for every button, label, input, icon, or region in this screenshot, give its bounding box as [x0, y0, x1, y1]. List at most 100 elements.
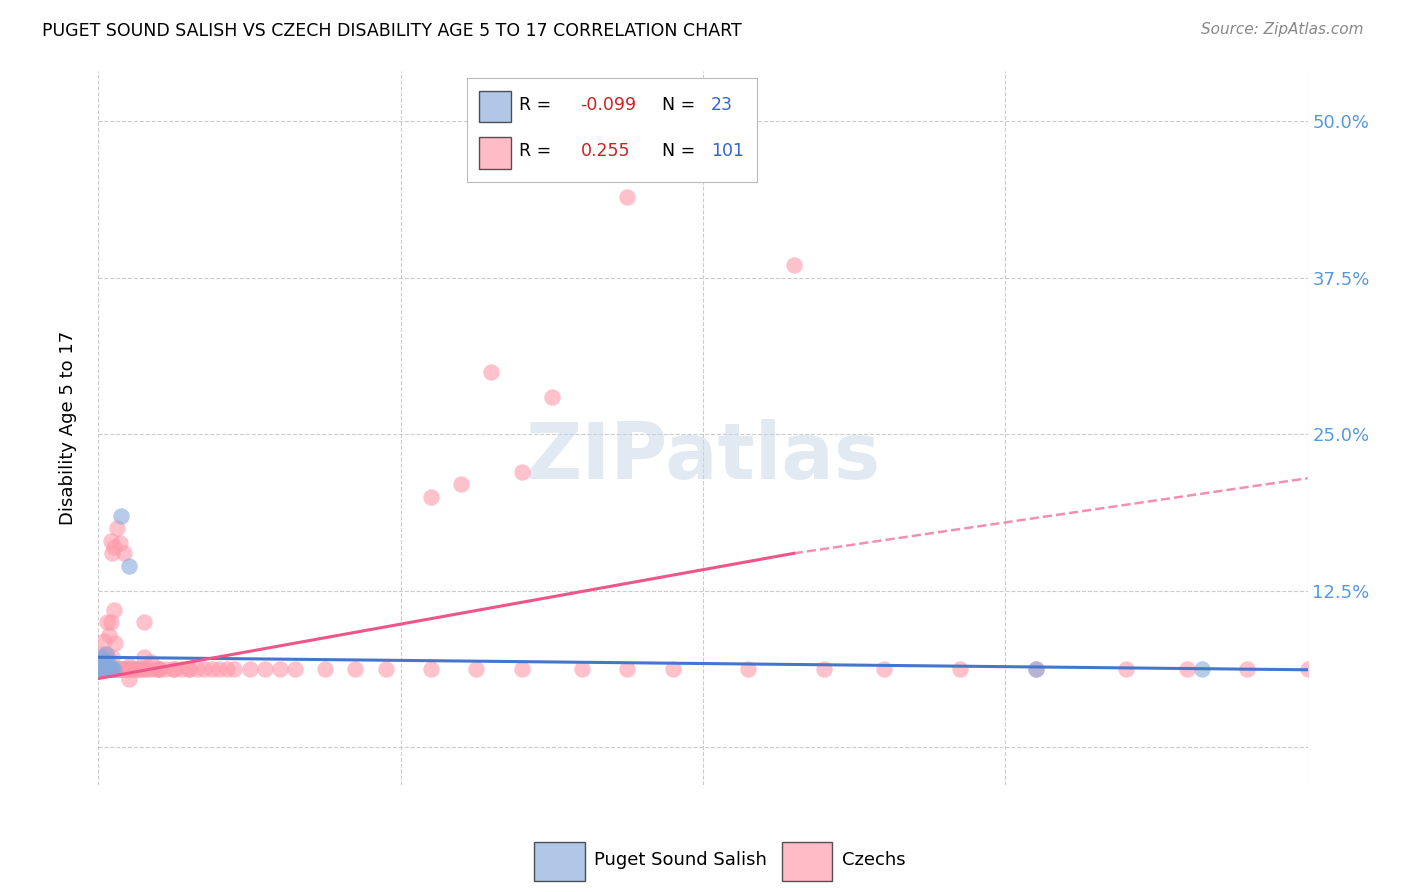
- Text: Source: ZipAtlas.com: Source: ZipAtlas.com: [1201, 22, 1364, 37]
- Point: [89, 661, 111, 675]
- Point: [616, 661, 638, 675]
- Point: [100, 661, 122, 675]
- Point: [1191, 661, 1213, 675]
- Point: [135, 661, 157, 675]
- Point: [132, 615, 155, 630]
- Point: [96, 615, 118, 630]
- Point: [179, 661, 201, 675]
- Point: [111, 661, 134, 675]
- Point: [170, 661, 193, 675]
- Point: [94, 661, 117, 675]
- Point: [96, 650, 118, 665]
- Point: [108, 536, 131, 550]
- Point: [90, 661, 112, 675]
- Point: [148, 661, 170, 675]
- Point: [94, 661, 117, 675]
- Point: [91, 661, 114, 675]
- Point: [510, 465, 533, 479]
- Point: [737, 661, 759, 675]
- Point: [125, 661, 148, 675]
- Point: [107, 661, 129, 675]
- Point: [110, 661, 132, 675]
- Point: [193, 661, 215, 675]
- Point: [100, 661, 122, 675]
- Point: [215, 661, 238, 675]
- Point: [163, 661, 186, 675]
- Point: [1115, 661, 1137, 675]
- Point: [269, 661, 291, 675]
- Point: [105, 661, 128, 675]
- Point: [94, 661, 117, 675]
- Point: [122, 661, 145, 675]
- Point: [125, 661, 148, 675]
- Point: [186, 661, 208, 675]
- Point: [89, 661, 111, 675]
- Point: [89, 655, 111, 669]
- Point: [344, 661, 367, 675]
- Text: Czechs: Czechs: [842, 851, 905, 869]
- Point: [141, 655, 163, 669]
- Point: [1024, 661, 1046, 675]
- Point: [873, 661, 896, 675]
- Point: [101, 650, 124, 665]
- Point: [94, 647, 117, 661]
- Point: [374, 661, 396, 675]
- Point: [104, 636, 127, 650]
- Point: [510, 661, 533, 675]
- Point: [103, 661, 125, 675]
- Point: [107, 661, 129, 675]
- Point: [118, 558, 141, 573]
- Point: [98, 661, 121, 675]
- Point: [110, 661, 132, 675]
- Point: [90, 661, 112, 675]
- Y-axis label: Disability Age 5 to 17: Disability Age 5 to 17: [59, 331, 77, 525]
- Point: [239, 661, 262, 675]
- Point: [129, 661, 152, 675]
- Point: [148, 661, 170, 675]
- Text: PUGET SOUND SALISH VS CZECH DISABILITY AGE 5 TO 17 CORRELATION CHART: PUGET SOUND SALISH VS CZECH DISABILITY A…: [42, 22, 742, 40]
- Point: [253, 661, 276, 675]
- Point: [112, 546, 135, 560]
- Point: [949, 661, 972, 675]
- Point: [100, 615, 122, 630]
- Point: [783, 259, 806, 273]
- Text: ZIPatlas: ZIPatlas: [526, 418, 880, 495]
- Point: [145, 661, 167, 675]
- Point: [111, 661, 134, 675]
- Point: [179, 661, 201, 675]
- Point: [163, 661, 186, 675]
- Point: [465, 661, 488, 675]
- Point: [481, 365, 503, 379]
- Point: [813, 661, 835, 675]
- Point: [420, 490, 443, 504]
- Point: [104, 661, 127, 675]
- Point: [128, 661, 150, 675]
- Point: [1175, 661, 1198, 675]
- Point: [103, 661, 125, 675]
- Point: [1296, 661, 1319, 675]
- FancyBboxPatch shape: [534, 842, 585, 881]
- Point: [110, 508, 132, 523]
- Point: [94, 655, 117, 669]
- Point: [93, 661, 115, 675]
- Point: [96, 655, 118, 669]
- Point: [94, 647, 117, 661]
- Point: [314, 661, 336, 675]
- Point: [114, 661, 136, 675]
- Point: [93, 655, 115, 669]
- Point: [450, 477, 472, 491]
- Point: [96, 661, 118, 675]
- Point: [96, 661, 118, 675]
- Text: Puget Sound Salish: Puget Sound Salish: [595, 851, 768, 869]
- Point: [98, 661, 121, 675]
- Point: [155, 661, 177, 675]
- Point: [571, 661, 593, 675]
- Point: [89, 655, 111, 669]
- FancyBboxPatch shape: [782, 842, 832, 881]
- Point: [90, 650, 112, 665]
- Point: [132, 650, 155, 665]
- Point: [101, 546, 124, 560]
- Point: [132, 661, 155, 675]
- Point: [98, 628, 121, 642]
- Point: [101, 661, 124, 675]
